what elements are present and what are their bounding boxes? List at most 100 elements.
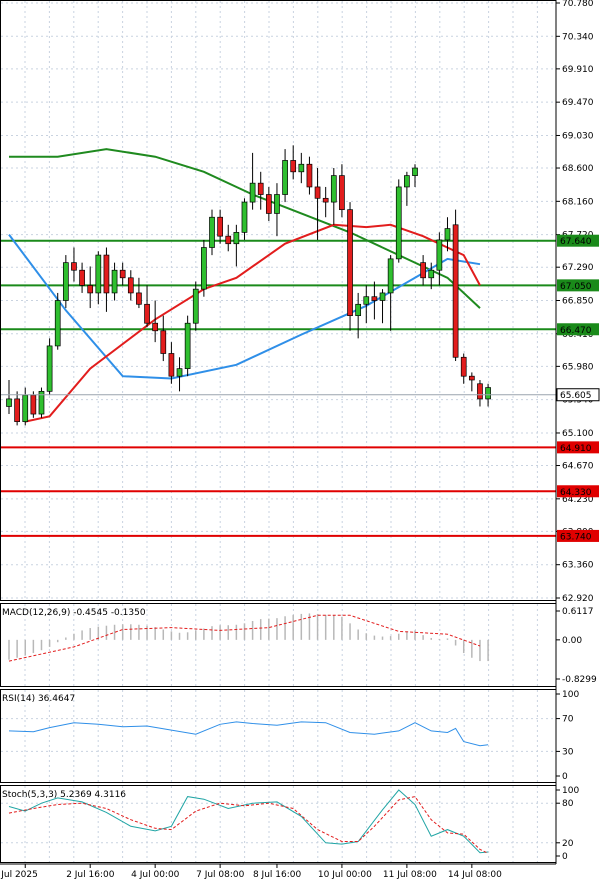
candle-body [347,209,353,316]
candle-body [111,269,118,294]
candle-body [404,175,410,188]
rsi-pane-frame [0,689,557,783]
level-tag [557,234,599,247]
candle-body [412,167,418,176]
candle-body [54,300,61,347]
rsi-title: RSI(14) 36.4647 [2,694,75,704]
candle-body [176,368,183,377]
candle-body [395,186,402,260]
time-axis-label: 8 Jul 16:00 [253,870,302,880]
time-axis-label: 2 Jul 16:00 [66,870,115,880]
candle-body [257,182,264,195]
candle-body [477,383,483,400]
candle-body [14,398,20,422]
price-axis-tick-label: 67.290 [562,263,594,273]
candle-body [339,175,345,211]
candle-body [241,201,248,233]
stoch-axis-tick-label: 0 [562,852,568,862]
candle-body [103,254,110,294]
macd-axis-tick-label: 0.6117 [562,607,594,617]
candle-body [192,288,199,324]
price-axis-tick-label: 69.910 [562,65,594,75]
candle-body [160,330,167,354]
candle-body [30,394,37,415]
candle-body [46,345,53,392]
level-tag-label: 64.910 [560,444,592,454]
last-price-label: 65.605 [560,391,592,401]
candle-body [420,262,426,279]
candle-body [314,186,321,199]
candle-body [144,303,150,324]
price-axis-tick-label: 68.600 [562,164,594,174]
candle-body [274,194,280,214]
candle-body [371,296,378,301]
candle-body [306,163,313,188]
candle-body [119,269,126,279]
candle-body [468,375,475,381]
candle-body [322,197,329,203]
candle-body [136,292,142,305]
level-tag-label: 64.330 [560,488,592,498]
level-tag-label: 67.640 [560,237,592,247]
candle-body [71,262,77,271]
stoch-pane-frame [0,785,557,863]
time-axis-label: Jul 2025 [0,870,38,880]
stoch-axis-tick-label: 80 [562,799,574,809]
level-tag-label: 66.470 [560,326,592,336]
macd-title: MACD(12,26,9) -0.4545 -0.1350 [2,608,146,618]
candle-body [184,322,191,369]
price-axis-tick-label: 70.780 [562,0,594,9]
time-axis-label: 7 Jul 08:00 [196,870,245,880]
candle-body [95,254,102,294]
candle-body [290,160,297,173]
candle-body [452,224,459,358]
candle-body [428,269,435,279]
ma-red-line [24,223,481,423]
macd-signal-line [8,614,481,662]
price-axis-tick-label: 64.670 [562,462,594,472]
candle-body [460,356,467,377]
price-axis-tick-label: 70.340 [562,32,594,42]
price-axis-tick-label: 64.230 [562,495,594,505]
rsi-axis-tick-label: 0 [562,772,568,782]
candle-body [330,175,337,203]
candle-body [249,182,256,203]
price-axis-tick-label: 69.030 [562,131,594,141]
stoch-title: Stoch(5,3,3) 5.2369 4.3116 [2,790,126,800]
candle-body [379,292,386,301]
candle-body [282,160,288,195]
level-tag-label: 67.050 [560,282,592,292]
level-tag [557,529,599,542]
candle-body [444,228,451,241]
candle-body [209,216,215,248]
rsi-axis-tick-label: 100 [562,690,579,700]
candle-body [436,239,443,271]
candle-body [201,247,207,290]
time-axis-label: 10 Jul 00:00 [318,870,372,880]
stoch-axis-tick-label: 20 [562,839,574,849]
time-axis-label: 14 Jul 08:00 [448,870,502,880]
price-axis-tick-label: 65.100 [562,429,594,439]
rsi-axis-tick-label: 30 [562,747,574,757]
candle-body [225,235,232,245]
candle-body [127,277,134,294]
candle-body [79,269,85,286]
stoch-d-line [8,796,489,854]
price-axis-tick-label: 62.920 [562,594,594,604]
candle-body [217,216,223,237]
level-tag-label: 63.740 [560,532,592,542]
price-axis-tick-label: 65.980 [562,362,594,372]
last-price-tag [556,388,600,402]
candle-body [38,390,45,415]
stoch-axis-tick-label: 100 [562,786,579,796]
candle-body [152,322,159,332]
candle-body [298,163,305,173]
price-pane-frame [0,0,557,601]
time-axis-label: 4 Jul 00:00 [131,870,180,880]
price-axis-tick-label: 66.850 [562,297,594,307]
candle-body [87,285,94,294]
level-tag [557,485,599,498]
macd-axis-tick-label: 0.00 [562,636,582,646]
